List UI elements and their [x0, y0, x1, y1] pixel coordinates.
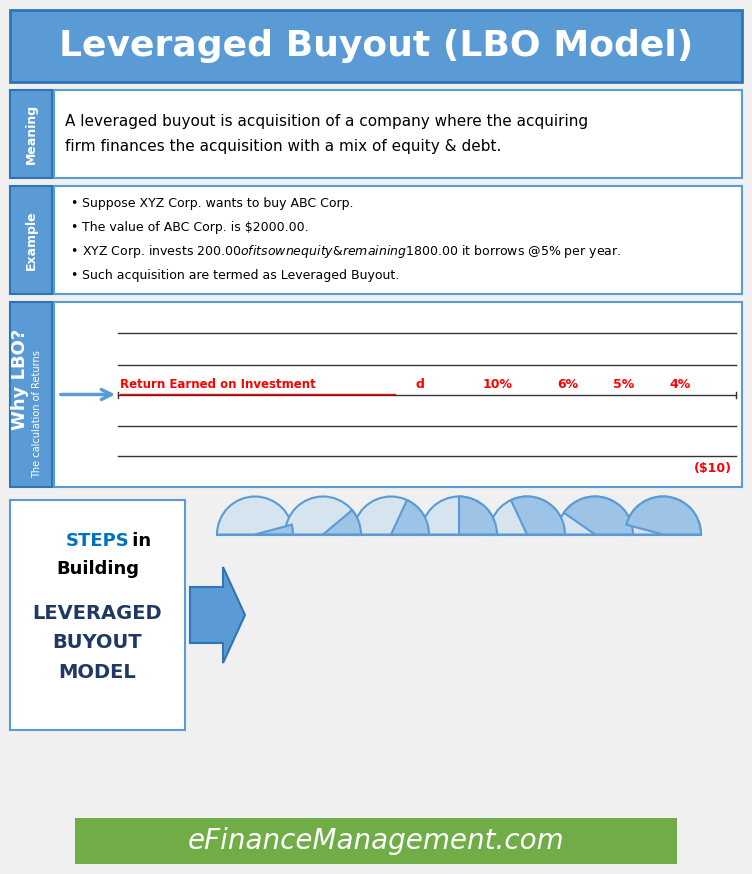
- Text: LEVERAGED
BUYOUT
MODEL: LEVERAGED BUYOUT MODEL: [32, 604, 162, 682]
- Wedge shape: [421, 496, 497, 535]
- Text: The calculation of Returns: The calculation of Returns: [32, 350, 42, 478]
- Bar: [54, 186, 742, 294]
- Wedge shape: [625, 496, 701, 535]
- Text: •: •: [70, 246, 77, 259]
- Bar: [10, 186, 52, 294]
- Text: 10%: 10%: [483, 378, 513, 392]
- Wedge shape: [511, 496, 565, 535]
- Text: •: •: [70, 198, 77, 211]
- Text: d: d: [416, 378, 424, 392]
- Wedge shape: [353, 496, 429, 535]
- Wedge shape: [626, 496, 701, 535]
- Bar: [10, 500, 185, 730]
- Text: Leveraged Buyout (LBO Model): Leveraged Buyout (LBO Model): [59, 29, 693, 63]
- Wedge shape: [217, 496, 293, 535]
- Bar: [10, 10, 742, 82]
- Bar: [54, 302, 742, 487]
- Bar: [75, 818, 677, 864]
- Text: eFinanceManagement.com: eFinanceManagement.com: [188, 827, 564, 855]
- Text: Such acquisition are termed as Leveraged Buyout.: Such acquisition are termed as Leveraged…: [82, 269, 399, 282]
- Polygon shape: [190, 567, 245, 663]
- Text: Suppose XYZ Corp. wants to buy ABC Corp.: Suppose XYZ Corp. wants to buy ABC Corp.: [82, 198, 353, 211]
- Wedge shape: [459, 496, 497, 535]
- Bar: [54, 90, 742, 178]
- Text: STEPS: STEPS: [65, 532, 129, 551]
- Text: •: •: [70, 269, 77, 282]
- Wedge shape: [285, 496, 361, 535]
- Text: Building: Building: [56, 560, 139, 578]
- Wedge shape: [255, 524, 293, 535]
- Text: Return Earned on Investment: Return Earned on Investment: [120, 378, 316, 392]
- Wedge shape: [323, 510, 361, 535]
- Bar: [10, 302, 52, 487]
- Text: Example: Example: [25, 210, 38, 270]
- Wedge shape: [557, 496, 633, 535]
- Wedge shape: [564, 496, 633, 535]
- Text: The value of ABC Corp. is $2000.00.: The value of ABC Corp. is $2000.00.: [82, 221, 308, 234]
- Text: ($10): ($10): [694, 462, 732, 475]
- Bar: [10, 90, 52, 178]
- Text: Meaning: Meaning: [25, 104, 38, 164]
- Wedge shape: [489, 496, 565, 535]
- Text: 5%: 5%: [614, 378, 635, 392]
- Text: 6%: 6%: [557, 378, 578, 392]
- Text: XYZ Corp. invests $200.00 of its own equity & remaining $1800.00 it borrows @5% : XYZ Corp. invests $200.00 of its own equ…: [82, 244, 621, 260]
- Wedge shape: [391, 500, 429, 535]
- Text: 4%: 4%: [669, 378, 690, 392]
- Text: in: in: [126, 532, 150, 551]
- Text: A leveraged buyout is acquisition of a company where the acquiring
firm finances: A leveraged buyout is acquisition of a c…: [65, 114, 588, 155]
- Text: Why LBO?: Why LBO?: [11, 329, 29, 430]
- Text: •: •: [70, 221, 77, 234]
